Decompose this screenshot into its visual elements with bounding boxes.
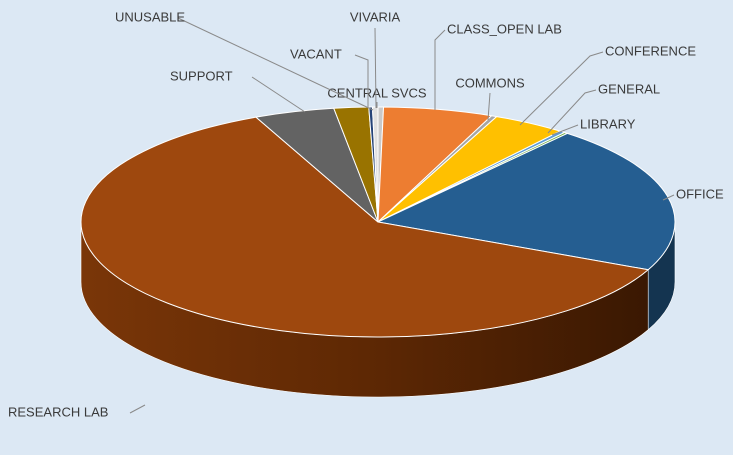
leader-line [547, 89, 597, 134]
leader-line [519, 51, 604, 126]
leader-line [129, 404, 146, 414]
slice-label: UNUSABLE [115, 9, 185, 24]
slice-label: CONFERENCE [605, 43, 696, 58]
slice-label: CLASS_OPEN LAB [447, 21, 562, 36]
leader-line [251, 76, 306, 113]
leader-line [434, 29, 446, 110]
slice-label: SUPPORT [170, 68, 233, 83]
slice-label: LIBRARY [580, 116, 636, 131]
slice [376, 132, 676, 271]
slice [80, 116, 650, 338]
slice-label: COMMONS [455, 75, 525, 90]
slice-label: VIVARIA [350, 9, 401, 24]
slice-label: CENTRAL SVCS [327, 85, 427, 100]
slice-label: OFFICE [676, 186, 724, 201]
slice [371, 106, 379, 223]
slice-label: GENERAL [598, 81, 660, 96]
leader-line [354, 54, 369, 108]
leader-line [551, 124, 579, 136]
leader-line [177, 17, 374, 111]
leader-line [374, 27, 377, 109]
slice-label: RESEARCH LAB [8, 404, 108, 419]
leader-line [487, 92, 491, 121]
leader-line [662, 194, 675, 201]
slice-label: VACANT [290, 46, 342, 61]
